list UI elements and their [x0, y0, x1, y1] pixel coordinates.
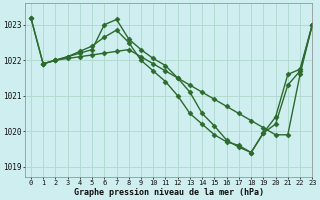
X-axis label: Graphe pression niveau de la mer (hPa): Graphe pression niveau de la mer (hPa)	[74, 188, 263, 197]
